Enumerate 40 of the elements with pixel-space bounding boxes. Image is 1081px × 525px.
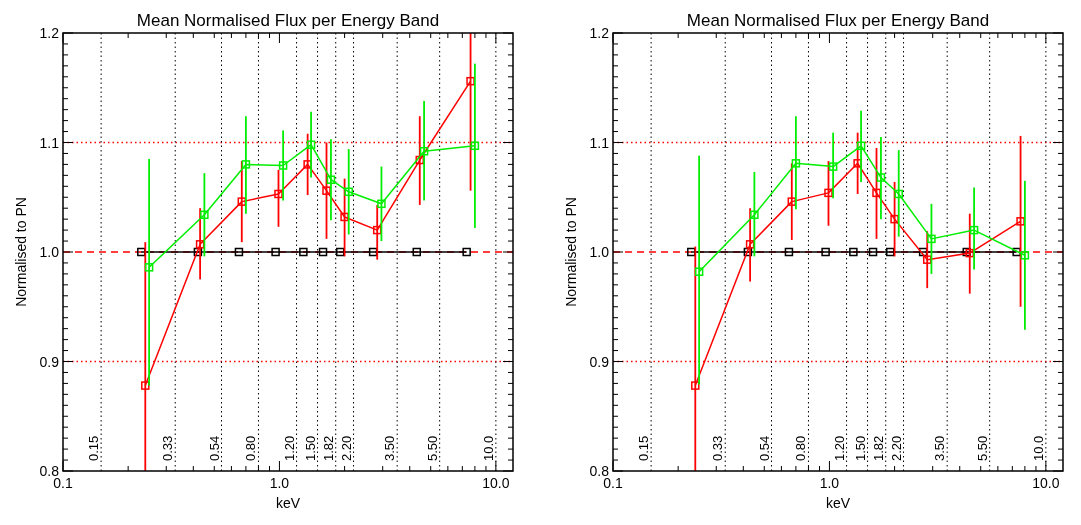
x-axis-title: keV [275,495,301,511]
y-tick-label: 1.0 [589,244,610,260]
ref-line-label: 0.15 [86,435,102,461]
y-axis-title: Normalised to PN [563,197,579,307]
y-tick-label: 1.1 [589,134,610,151]
ref-line-label: 1.50 [852,435,868,461]
ref-line-label: 5.50 [974,435,990,461]
y-axis-title: Normalised to PN [13,197,29,307]
ref-line-label: 5.50 [424,435,440,461]
x-tick-label: 1.0 [819,475,840,491]
ref-line-label: 2.20 [338,435,354,461]
y-tick-label: 1.0 [39,244,60,260]
y-tick-label: 0.9 [589,353,610,370]
x-tick-label: 10.0 [482,475,510,491]
x-tick-label: 10.0 [1032,475,1060,491]
ref-line-label: 1.20 [281,435,297,461]
ref-line-label: 1.82 [870,435,886,461]
ref-line-label: 10.0 [480,435,496,461]
ref-line-label: 0.33 [160,435,176,461]
y-tick-label: 1.2 [39,25,60,41]
chart-title: Mean Normalised Flux per Energy Band [686,11,990,30]
ref-line-label: 1.82 [320,435,336,461]
ref-line-label: 0.54 [206,435,222,461]
ref-line-label: 3.50 [932,435,948,461]
ref-line-label: 2.20 [888,435,904,461]
ref-line-label: 3.50 [382,435,398,461]
x-tick-label: 1.0 [269,475,290,491]
chart-title: Mean Normalised Flux per Energy Band [136,11,440,30]
y-tick-label: 0.9 [39,353,60,370]
y-tick-label: 1.2 [589,25,610,41]
x-axis-title: keV [825,495,851,511]
ref-line-label: 1.50 [302,435,318,461]
ref-line-label: 0.54 [756,435,772,461]
ref-line-label: 1.20 [831,435,847,461]
ref-line-label: 0.33 [710,435,726,461]
ref-line-label: 0.80 [793,435,809,461]
y-tick-label: 1.1 [39,134,60,151]
ref-line-label: 10.0 [1030,435,1046,461]
ref-line-label: 0.15 [636,435,652,461]
ref-line-label: 0.80 [243,435,259,461]
